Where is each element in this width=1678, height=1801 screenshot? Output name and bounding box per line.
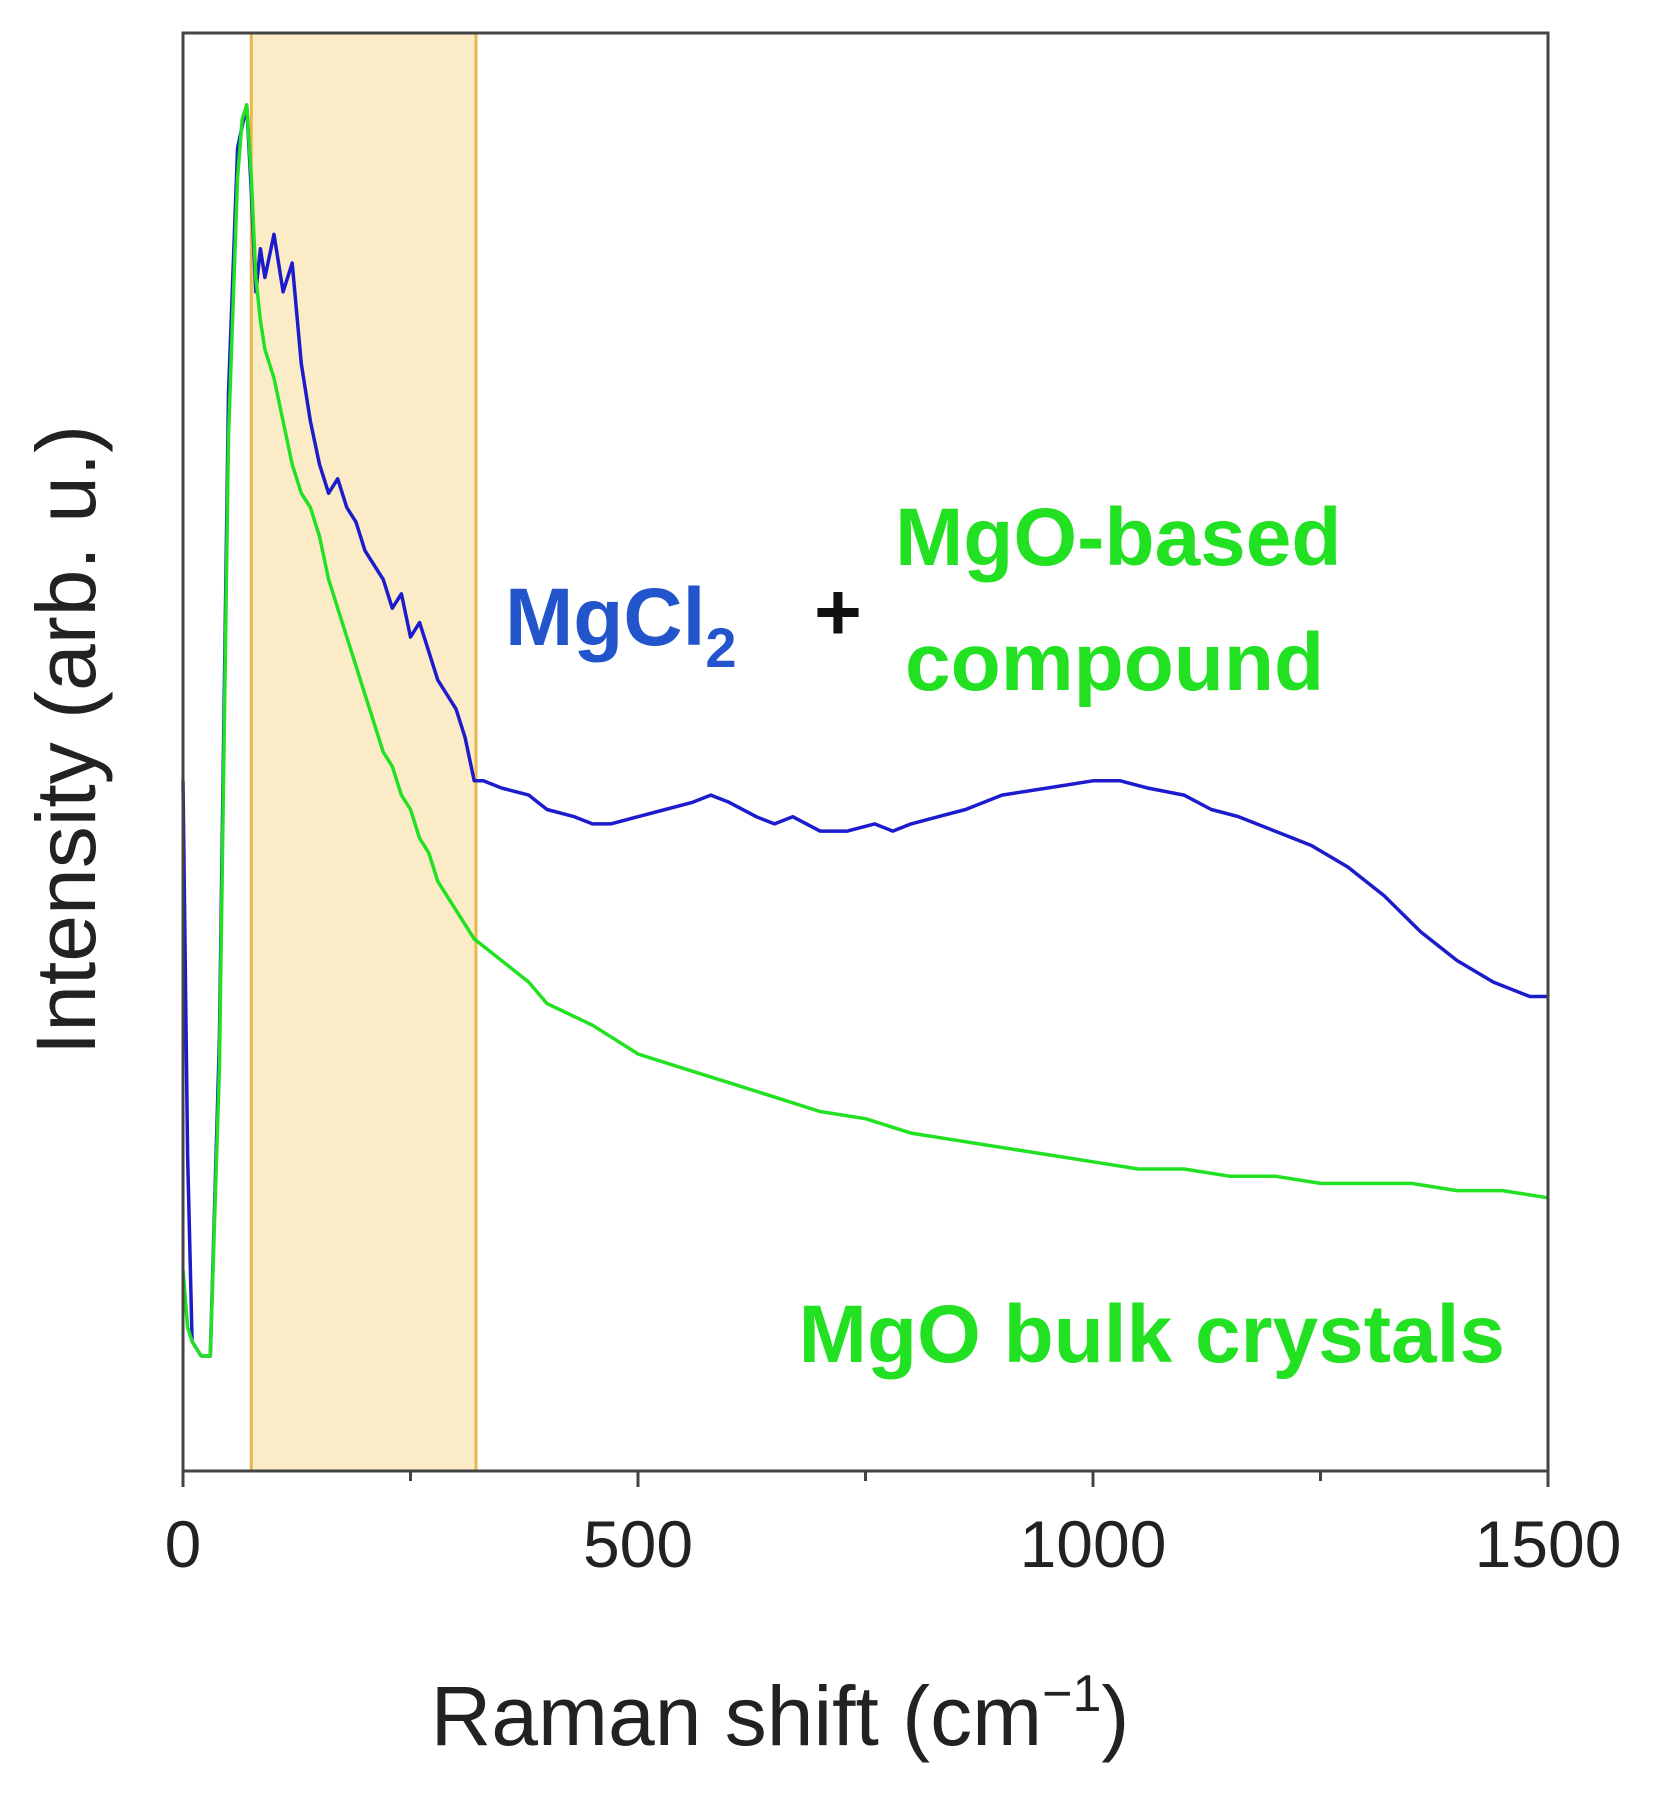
plus-annotation: +: [814, 567, 862, 658]
mgo-based-annotation-line2: compound: [905, 617, 1324, 708]
y-axis-label: Intensity (arb. u.): [19, 425, 113, 1055]
x-tick-label: 500: [583, 1507, 693, 1581]
series-line-green: [181, 103, 1549, 1358]
x-tick-label: 1000: [1020, 1507, 1167, 1581]
x-tick-label: 1500: [1475, 1507, 1622, 1581]
x-axis-label: Raman shift (cm−1): [431, 1665, 1130, 1763]
x-ticks: 0 500 1000 1500: [165, 1471, 1622, 1581]
x-axis-label-superscript: −1: [1042, 1665, 1101, 1723]
x-tick-label: 0: [165, 1507, 202, 1581]
mgcl2-annotation: MgCl2: [505, 572, 737, 679]
mgcl2-annotation-subscript: 2: [705, 616, 736, 679]
x-axis-label-close: ): [1101, 1669, 1129, 1763]
series-line-blue: [181, 103, 1548, 1358]
mgo-based-annotation-line1: MgO-based: [895, 492, 1341, 583]
series-layer: [181, 103, 1549, 1358]
highlight-band: [249, 31, 478, 1473]
x-axis-label-main: Raman shift (cm: [431, 1669, 1042, 1763]
mgcl2-annotation-main: MgCl: [505, 572, 705, 663]
mgo-bulk-annotation: MgO bulk crystals: [799, 1289, 1505, 1380]
